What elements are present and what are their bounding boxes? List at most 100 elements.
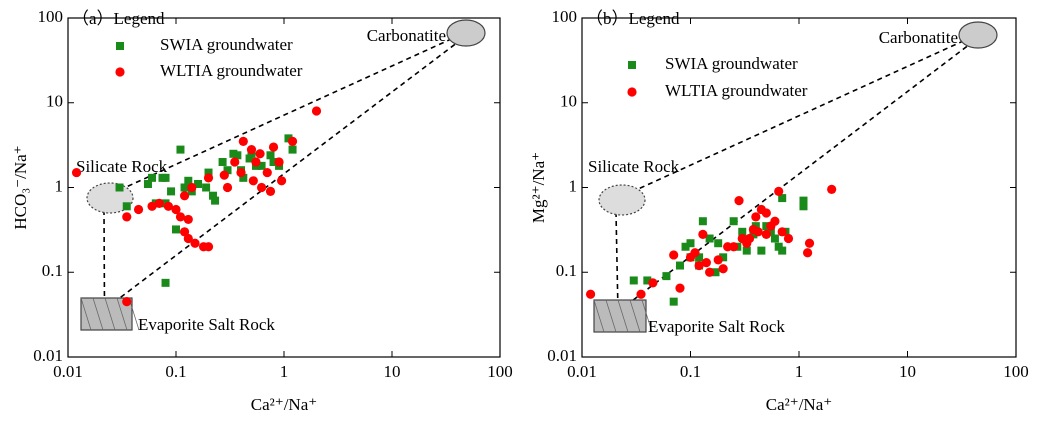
data-point (248, 176, 258, 186)
data-point (694, 260, 704, 271)
data-point (751, 212, 761, 222)
data-point (729, 242, 739, 252)
data-point (705, 267, 715, 277)
data-point (695, 253, 704, 262)
data-point (778, 246, 787, 255)
data-point (744, 233, 755, 244)
data-point (648, 278, 658, 288)
annotation: Silicate Rock (76, 157, 168, 176)
data-point (643, 276, 652, 285)
y-tick-label: 0.1 (556, 261, 577, 280)
x-tick-label: 0.01 (567, 362, 597, 381)
data-point (799, 196, 808, 205)
data-point (154, 198, 164, 208)
data-point (122, 212, 132, 222)
carbonatite-endmember (446, 19, 486, 47)
hatch (629, 299, 641, 333)
data-point (698, 229, 708, 239)
hatch (593, 299, 605, 333)
data-point (236, 167, 246, 178)
data-point (675, 283, 685, 293)
hatch (605, 299, 617, 333)
data-point (804, 238, 815, 248)
y-tick-label: 1 (569, 176, 578, 195)
annotation: Silicate Rock (588, 157, 680, 176)
hatch (80, 297, 92, 331)
data-point (161, 173, 170, 182)
mixing-line (106, 38, 463, 309)
legend-label: WLTIA groundwater (160, 61, 303, 80)
data-point (161, 278, 170, 287)
annotation: Evaporite Salt Rock (138, 315, 275, 334)
x-axis-label: Ca²⁺/Na⁺ (251, 395, 317, 414)
data-point (686, 239, 695, 248)
data-point (194, 179, 203, 188)
legend-label: SWIA groundwater (665, 54, 798, 73)
data-point (778, 194, 787, 203)
data-point (718, 264, 728, 274)
legend-marker (627, 87, 637, 97)
data-point (202, 183, 211, 192)
data-point (238, 136, 248, 146)
data-point (753, 227, 763, 237)
data-point (799, 202, 808, 211)
data-point (219, 170, 229, 180)
data-point (256, 182, 267, 193)
y-tick-label: 0.1 (42, 261, 63, 280)
data-point (183, 233, 193, 244)
data-point (143, 179, 152, 188)
data-point (802, 248, 813, 258)
data-point (757, 246, 766, 255)
y-tick-label: 0.01 (547, 346, 577, 365)
x-tick-label: 10 (899, 362, 916, 381)
data-point (774, 186, 784, 196)
data-point (761, 229, 771, 239)
data-point (585, 289, 596, 299)
data-point (179, 227, 190, 237)
legend-label: SWIA groundwater (160, 35, 293, 54)
data-point (266, 151, 275, 160)
data-point (246, 145, 257, 155)
data-point (669, 297, 678, 306)
data-point (245, 154, 254, 163)
data-point (770, 216, 780, 226)
data-point (662, 272, 671, 281)
data-point (122, 297, 132, 307)
data-point (163, 201, 173, 211)
data-point (184, 176, 193, 185)
data-point (268, 142, 279, 152)
data-point (183, 214, 193, 225)
data-point (713, 255, 723, 265)
y-axis-label: HCO₃⁻/Na⁺ (11, 145, 30, 229)
data-point (147, 201, 157, 211)
hatch (92, 297, 104, 331)
data-point (71, 167, 82, 178)
data-point (203, 242, 214, 252)
data-point (288, 145, 297, 154)
data-point (148, 173, 157, 182)
data-point (742, 246, 751, 255)
data-point (203, 173, 214, 183)
data-point (669, 250, 679, 260)
legend-marker (115, 67, 125, 77)
legend-marker (628, 61, 636, 69)
data-point (287, 136, 298, 146)
data-point (770, 234, 779, 243)
y-tick-label: 0.01 (33, 346, 63, 365)
data-point (172, 225, 180, 234)
x-tick-label: 1 (280, 362, 289, 381)
data-point (262, 167, 272, 178)
legend-title: （b）Legend (586, 9, 680, 28)
data-point (274, 157, 284, 167)
x-tick-label: 1 (795, 362, 804, 381)
data-point (783, 233, 794, 244)
hatch (104, 297, 116, 331)
y-tick-label: 10 (46, 92, 63, 111)
data-point (681, 242, 690, 251)
data-point (827, 184, 837, 194)
data-point (133, 204, 144, 215)
x-tick-label: 100 (1003, 362, 1029, 381)
x-tick-label: 0.01 (53, 362, 83, 381)
x-axis-label: Ca²⁺/Na⁺ (766, 395, 832, 414)
x-tick-label: 10 (384, 362, 401, 381)
